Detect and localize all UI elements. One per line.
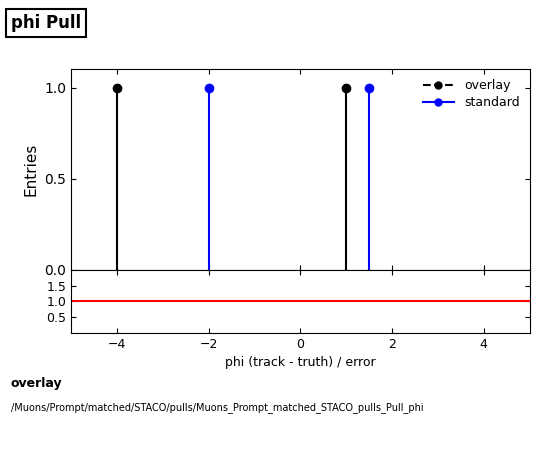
Legend: overlay, standard: overlay, standard bbox=[419, 76, 524, 113]
Text: phi Pull: phi Pull bbox=[11, 14, 81, 32]
Text: overlay: overlay bbox=[11, 377, 63, 389]
Text: /Muons/Prompt/matched/STACO/pulls/Muons_Prompt_matched_STACO_pulls_Pull_phi: /Muons/Prompt/matched/STACO/pulls/Muons_… bbox=[11, 402, 424, 413]
Y-axis label: Entries: Entries bbox=[23, 143, 39, 196]
X-axis label: phi (track - truth) / error: phi (track - truth) / error bbox=[225, 356, 376, 369]
